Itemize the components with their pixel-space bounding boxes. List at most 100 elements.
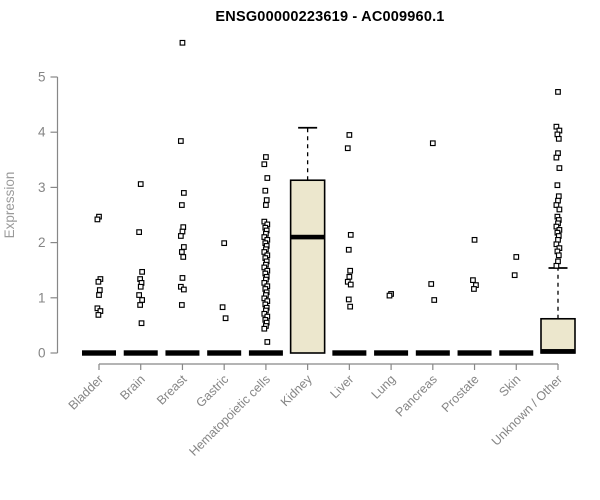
collapsed-box [415,350,450,356]
data-point [261,161,268,168]
data-point [139,297,146,303]
x-tick-label: Breast [154,372,190,408]
x-tick-label: Hematopoietic cells [186,372,273,459]
data-point [429,140,436,147]
data-point [180,244,187,250]
data-point [179,275,186,281]
data-point [180,286,187,293]
box [540,317,576,354]
data-point [428,281,435,287]
data-point [264,339,271,345]
y-tick-label: 1 [38,290,46,305]
data-point [513,254,520,260]
data-point [553,123,560,130]
data-point [553,202,560,208]
x-tick-label: Skin [496,372,523,399]
data-point [346,273,353,280]
collapsed-box [123,350,158,356]
data-point [553,154,560,161]
data-point [555,252,562,259]
data-point [555,135,562,142]
data-point [471,286,477,292]
data-point [431,297,438,303]
median-line [290,234,325,240]
data-point [95,278,102,285]
data-point [263,154,269,160]
x-tick-label: Pancreas [393,372,440,419]
data-point [136,292,143,298]
data-point [261,249,268,255]
x-tick-label: Lung [369,372,399,402]
data-point [177,138,184,144]
data-point [386,292,393,299]
box [289,179,326,354]
y-tick-label: 3 [38,180,46,195]
data-point [136,229,143,235]
data-point [264,175,271,181]
x-tick-label: Bladder [66,372,106,412]
data-point [346,132,353,138]
data-point [180,190,187,196]
collapsed-box [457,350,492,356]
chart-title: ENSG00000223619 - AC009960.1 [215,9,445,25]
data-point [554,182,561,189]
data-point [179,39,186,46]
collapsed-box [207,350,242,356]
data-point [345,246,352,253]
data-point [511,272,518,279]
data-point [347,281,354,288]
x-tick-label: Unknown / Other [489,372,565,448]
data-point [138,320,145,327]
collapsed-box [332,350,367,356]
data-point [177,233,184,239]
data-point [180,254,187,260]
data-point [344,145,351,152]
data-point [221,240,228,247]
data-point [261,280,268,286]
median-line [540,349,575,354]
x-tick-label: Prostate [439,372,482,415]
x-tick-label: Gastric [193,372,231,410]
x-tick-label: Liver [327,372,356,401]
data-point [553,241,560,248]
y-tick-label: 2 [38,235,46,250]
data-point [262,187,269,194]
y-tick-label: 0 [38,346,46,361]
x-tick-label: Brain [117,372,148,403]
collapsed-box [499,350,534,356]
collapsed-box [374,350,409,356]
data-point [139,268,146,275]
y-tick-label: 4 [38,125,46,140]
data-point [471,236,478,243]
data-point [553,223,560,230]
data-point [219,304,226,311]
data-point [137,181,144,187]
x-tick-label: Kidney [278,372,315,409]
data-point [263,202,269,208]
data-point [556,206,563,213]
collapsed-box [165,350,200,356]
data-point [178,249,185,255]
data-point [556,165,563,171]
data-point [137,302,144,308]
data-point [263,197,270,203]
data-point [347,231,354,238]
data-point [96,292,102,298]
data-point [553,262,560,269]
data-point [347,303,354,310]
data-point [178,202,185,208]
data-point [137,283,144,290]
data-point [261,264,268,271]
data-point [94,216,101,223]
data-point [178,302,185,308]
data-point [347,267,354,274]
collapsed-box [248,350,283,356]
data-point [96,287,103,293]
data-point [470,277,476,284]
data-point [261,325,268,332]
data-point [222,315,229,322]
y-tick-label: 5 [38,70,46,85]
y-axis-title: Expression [2,172,17,239]
